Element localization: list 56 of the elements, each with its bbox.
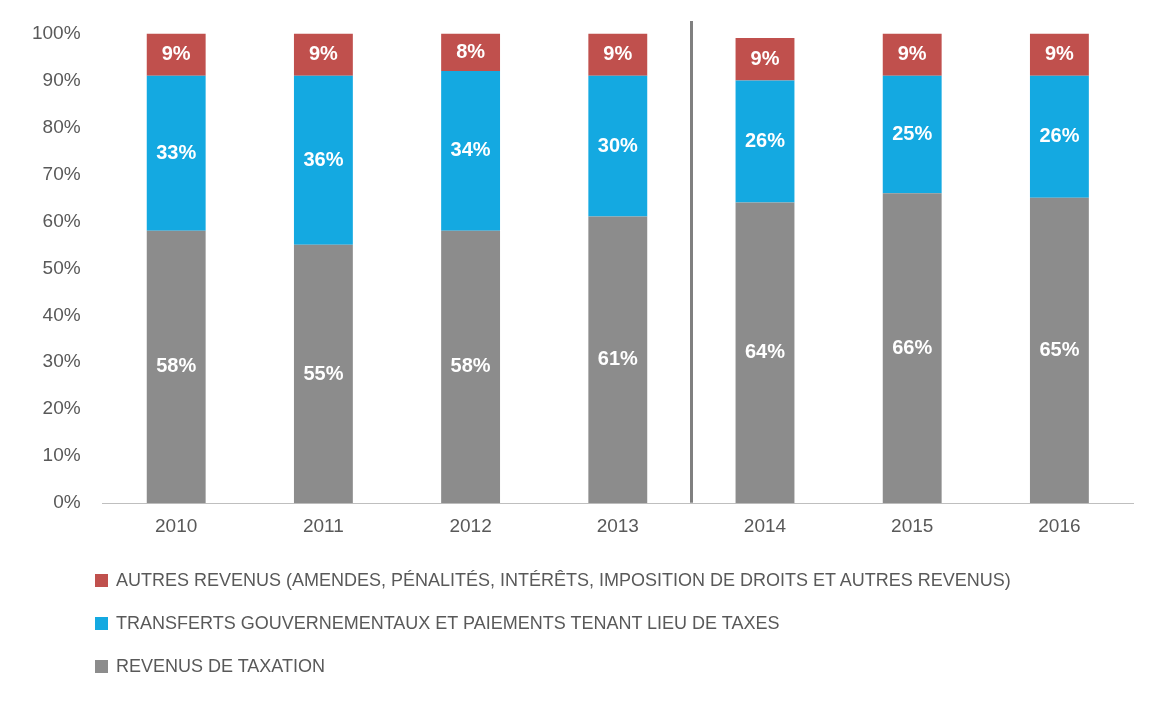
data-label: 9% [603, 42, 633, 65]
y-tick-label: 70% [42, 162, 81, 184]
y-tick-label: 10% [42, 444, 81, 466]
y-tick-label: 30% [42, 350, 81, 372]
data-label: 64% [744, 340, 786, 363]
data-label: 9% [161, 42, 191, 65]
bar [146, 75, 206, 231]
bar [882, 193, 942, 504]
data-label: 58% [156, 354, 197, 377]
data-label: 33% [156, 140, 197, 163]
data-label: 61% [597, 347, 639, 370]
x-tick-label: 2014 [743, 514, 787, 536]
data-label: 26% [744, 128, 786, 151]
bar [588, 216, 648, 504]
data-label: 55% [303, 361, 344, 384]
x-tick-label: 2015 [891, 514, 934, 536]
legend-label: TRANSFERTS GOUVERNEMENTAUX ET PAIEMENTS TENANT LIEU DE TAXES [116, 613, 780, 634]
data-label: 30% [597, 133, 639, 156]
y-tick-label: 60% [42, 209, 81, 231]
y-tick-label: 80% [42, 115, 81, 137]
bar [882, 75, 942, 194]
bar [293, 244, 353, 504]
bar [735, 202, 795, 504]
bar [441, 230, 501, 504]
data-label: 26% [1039, 124, 1080, 147]
x-tick-label: 2016 [1038, 514, 1081, 536]
data-label: 25% [892, 121, 933, 144]
y-tick-label: 0% [53, 491, 81, 513]
x-tick-label: 2011 [302, 514, 344, 536]
data-label: 9% [750, 46, 780, 69]
y-tick-label: 20% [42, 397, 81, 419]
bar [293, 75, 353, 245]
data-label: 8% [456, 39, 486, 62]
y-tick-label: 90% [42, 68, 81, 90]
bar [1029, 197, 1089, 504]
data-label: 36% [303, 147, 344, 170]
legend-label: REVENUS DE TAXATION [116, 656, 326, 677]
x-tick-label: 2010 [155, 514, 198, 536]
data-label: 9% [1044, 42, 1075, 65]
legend-label: AUTRES REVENUS (AMENDES, PÉNALITÉS, INTÉRÊTS, IMPOSITION DE DROITS ET AUTRES REVENUS) [116, 570, 1011, 591]
data-label: 66% [892, 335, 933, 358]
y-tick-label: 50% [42, 256, 81, 278]
y-tick-label: 40% [42, 303, 81, 325]
x-tick-label: 2012 [449, 514, 492, 536]
data-label: 34% [450, 138, 491, 161]
bar [441, 70, 501, 231]
bar [588, 75, 648, 217]
data-label: 9% [308, 42, 339, 65]
x-tick-label: 2013 [596, 514, 639, 536]
data-label: 65% [1039, 338, 1080, 361]
bar [146, 230, 206, 504]
y-tick-label: 100% [31, 21, 81, 43]
bar [1029, 75, 1089, 198]
data-label: 58% [450, 354, 491, 377]
bar [735, 80, 795, 203]
data-label: 9% [897, 42, 927, 65]
